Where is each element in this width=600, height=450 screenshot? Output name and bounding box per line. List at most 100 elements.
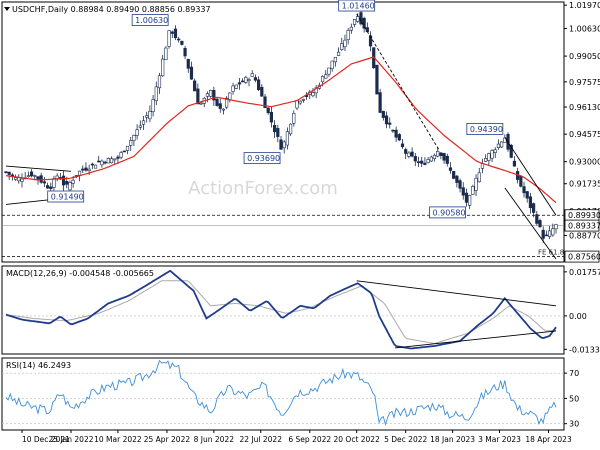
candle-body	[177, 38, 181, 41]
candle-body	[7, 171, 11, 175]
rsi-axis-tick-label: 30	[569, 420, 579, 429]
candle-body	[81, 168, 85, 171]
rsi-title: RSI(14) 46.2493	[6, 361, 71, 370]
candle-body	[458, 180, 462, 189]
chevron-down-icon	[4, 7, 10, 11]
candle-body	[410, 151, 414, 157]
candle-body	[340, 43, 344, 50]
price-annotation-box	[338, 0, 376, 12]
candle-body	[39, 175, 43, 183]
candle-body	[468, 195, 472, 206]
macd-axis-tick-label: 0.00	[569, 312, 587, 321]
candle-body	[263, 96, 267, 108]
trendline	[5, 165, 72, 172]
candle-body	[535, 214, 539, 224]
candle-body	[551, 228, 555, 236]
candle-body	[209, 89, 213, 97]
candle-body	[157, 75, 162, 89]
date-tick-label: 8 Jun 2022	[194, 435, 235, 444]
candle-body	[362, 17, 366, 29]
candle-body	[129, 140, 133, 146]
candle-body	[273, 124, 277, 133]
date-tick-label: 18 Jan 2023	[430, 435, 475, 444]
price-chart-title: USDCHF,Daily 0.88984 0.89490 0.88856 0.8…	[12, 5, 211, 14]
candle-body	[359, 12, 363, 25]
candle-body	[180, 40, 184, 45]
price-annotation-box	[131, 14, 169, 26]
rsi-axis-tick-label: 70	[569, 369, 579, 378]
candle-body	[260, 86, 264, 97]
candle-body	[151, 99, 155, 113]
trendline	[504, 137, 557, 216]
candle-body	[391, 129, 395, 132]
price-axis-tick-label: 1.00630	[569, 25, 600, 34]
rsi-line	[5, 359, 557, 426]
candle-body	[301, 99, 305, 101]
candle-body	[161, 58, 165, 77]
price-axis-tick-label: 0.88770	[569, 231, 600, 240]
candle-body	[276, 128, 280, 137]
candle-body	[145, 115, 149, 118]
candle-body	[461, 187, 465, 196]
candle-body	[397, 134, 401, 141]
candle-body	[512, 160, 517, 167]
candle-body	[298, 100, 302, 104]
candle-body	[455, 175, 459, 183]
candle-body	[186, 58, 190, 69]
candle-body	[378, 92, 382, 113]
candle-body	[4, 171, 8, 174]
candle-body	[20, 178, 24, 182]
candle-body	[42, 181, 46, 184]
candle-body	[320, 76, 325, 83]
candle-body	[125, 145, 130, 151]
macd-trendline	[356, 280, 557, 307]
candle-body	[71, 179, 75, 184]
candle-body	[103, 161, 107, 164]
price-annotation-box	[466, 123, 504, 135]
candle-body	[439, 152, 443, 156]
candle-body	[416, 161, 421, 163]
level-value-box-text: 0.89930	[568, 211, 600, 220]
candle-body	[55, 175, 59, 179]
price-annotation-box	[47, 190, 85, 203]
macd-panel: MACD(12,26,9) -0.004548 -0.005665 0.01757…	[1, 265, 600, 355]
date-tick-label: 5 Dec 2022	[384, 435, 427, 444]
candle-body	[205, 93, 210, 97]
macd-line	[5, 269, 557, 350]
level-value-box	[564, 250, 600, 263]
macd-trendline	[395, 330, 557, 349]
candle-body	[285, 131, 289, 146]
candle-body	[65, 181, 69, 185]
candle-body	[253, 77, 258, 81]
price-annotation-box	[429, 206, 466, 219]
candle-body	[554, 224, 558, 230]
candle-body	[244, 76, 248, 83]
candle-body	[288, 123, 293, 135]
macd-axis-tick-label: -0.01334	[569, 345, 600, 354]
candle-body	[97, 160, 101, 163]
candle-body	[247, 79, 251, 81]
candle-body	[477, 172, 481, 183]
candle-body	[68, 182, 72, 191]
candle-body	[528, 196, 533, 209]
price-axis-tick-label: 0.97575	[569, 78, 600, 87]
date-tick-label: 25 Apr 2022	[144, 435, 191, 444]
candle-body	[10, 174, 14, 177]
candle-body	[292, 113, 296, 124]
candle-body	[237, 82, 242, 85]
candle-body	[509, 144, 513, 158]
candle-body	[183, 48, 187, 57]
candle-body	[234, 84, 238, 89]
price-axis-tick-label: 0.99050	[569, 52, 600, 61]
candle-body	[93, 164, 98, 169]
candle-body	[266, 107, 270, 114]
date-tick-label: 6 Sep 2022	[288, 435, 331, 444]
candle-body	[250, 73, 254, 77]
candle-body	[544, 234, 549, 237]
date-tick-label: 25 Jan 2022	[49, 435, 94, 444]
price-axis-tick-label: 0.93000	[569, 158, 600, 167]
price-annotation-label: 0.94390	[470, 125, 503, 134]
candle-body	[448, 167, 453, 171]
